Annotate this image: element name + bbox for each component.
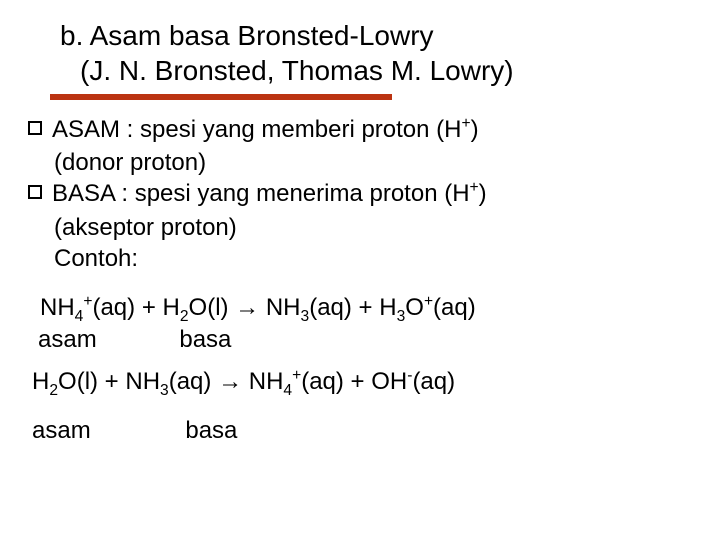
eq2-basa-label: basa	[185, 417, 237, 445]
eq2-p2sub: 3	[160, 382, 169, 399]
bullet-asam-text: ASAM : spesi yang memberi proton (H+)	[52, 114, 479, 145]
bullet-basa: BASA : spesi yang menerima proton (H+)	[28, 178, 692, 209]
eq1-p4: (aq) + H	[309, 294, 396, 321]
eq2-p4: (aq) + OH	[301, 368, 407, 395]
basa-subline: (akseptor proton)	[54, 212, 692, 243]
bullet-list: ASAM : spesi yang memberi proton (H+) (d…	[28, 114, 692, 274]
bullet-asam: ASAM : spesi yang memberi proton (H+)	[28, 114, 692, 145]
eq1-asam-label: asam	[38, 326, 97, 354]
basa-main: BASA : spesi yang menerima proton (H	[52, 180, 470, 207]
asam-main: ASAM : spesi yang memberi proton (H	[52, 116, 462, 143]
eq2-p5: (aq)	[412, 368, 455, 395]
eq2-p2: O(l) + NH	[58, 368, 160, 395]
asam-subline: (donor proton)	[54, 147, 692, 178]
eq1-p1: NH	[40, 294, 75, 321]
title-line-1: b. Asam basa Bronsted-Lowry	[60, 18, 692, 53]
eq1-basa-label: basa	[179, 326, 231, 354]
equation-1: NH4+(aq) + H2O(l) → NH3(aq) + H3O+(aq)	[40, 292, 692, 324]
checkbox-icon	[28, 121, 42, 135]
eq2-p3: (aq) → NH	[169, 368, 284, 395]
contoh-label: Contoh:	[54, 243, 692, 274]
eq2-p3sub: 4	[283, 382, 292, 399]
eq1-p2sub: 2	[180, 308, 189, 325]
equation-block: NH4+(aq) + H2O(l) → NH3(aq) + H3O+(aq) a…	[28, 292, 692, 445]
eq2-p1: H	[32, 368, 49, 395]
slide-title: b. Asam basa Bronsted-Lowry (J. N. Brons…	[60, 18, 692, 88]
title-line-2: (J. N. Bronsted, Thomas M. Lowry)	[80, 53, 692, 88]
eq1-labels: asam basa	[28, 326, 692, 354]
eq2-p1sub: 2	[49, 382, 58, 399]
eq2-p3sup: +	[292, 367, 301, 384]
eq2-asam-label: asam	[32, 417, 91, 445]
eq1-p3sub: 3	[301, 308, 310, 325]
basa-tail: )	[479, 180, 487, 207]
eq2-labels: asam basa	[28, 417, 692, 445]
eq1-p1sub: 4	[75, 308, 84, 325]
eq1-p5: O	[405, 294, 424, 321]
eq1-p6: (aq)	[433, 294, 476, 321]
asam-tail: )	[471, 116, 479, 143]
bullet-basa-text: BASA : spesi yang menerima proton (H+)	[52, 178, 487, 209]
title-underline	[50, 94, 392, 100]
eq1-p2: (aq) + H	[92, 294, 179, 321]
equation-2: H2O(l) + NH3(aq) → NH4+(aq) + OH-(aq)	[32, 366, 692, 398]
basa-sup: +	[470, 179, 479, 196]
eq1-p5sup: +	[424, 293, 433, 310]
checkbox-icon	[28, 185, 42, 199]
asam-sup: +	[462, 115, 471, 132]
eq1-p3: O(l) → NH	[189, 294, 301, 321]
eq1-p4sub: 3	[397, 308, 406, 325]
